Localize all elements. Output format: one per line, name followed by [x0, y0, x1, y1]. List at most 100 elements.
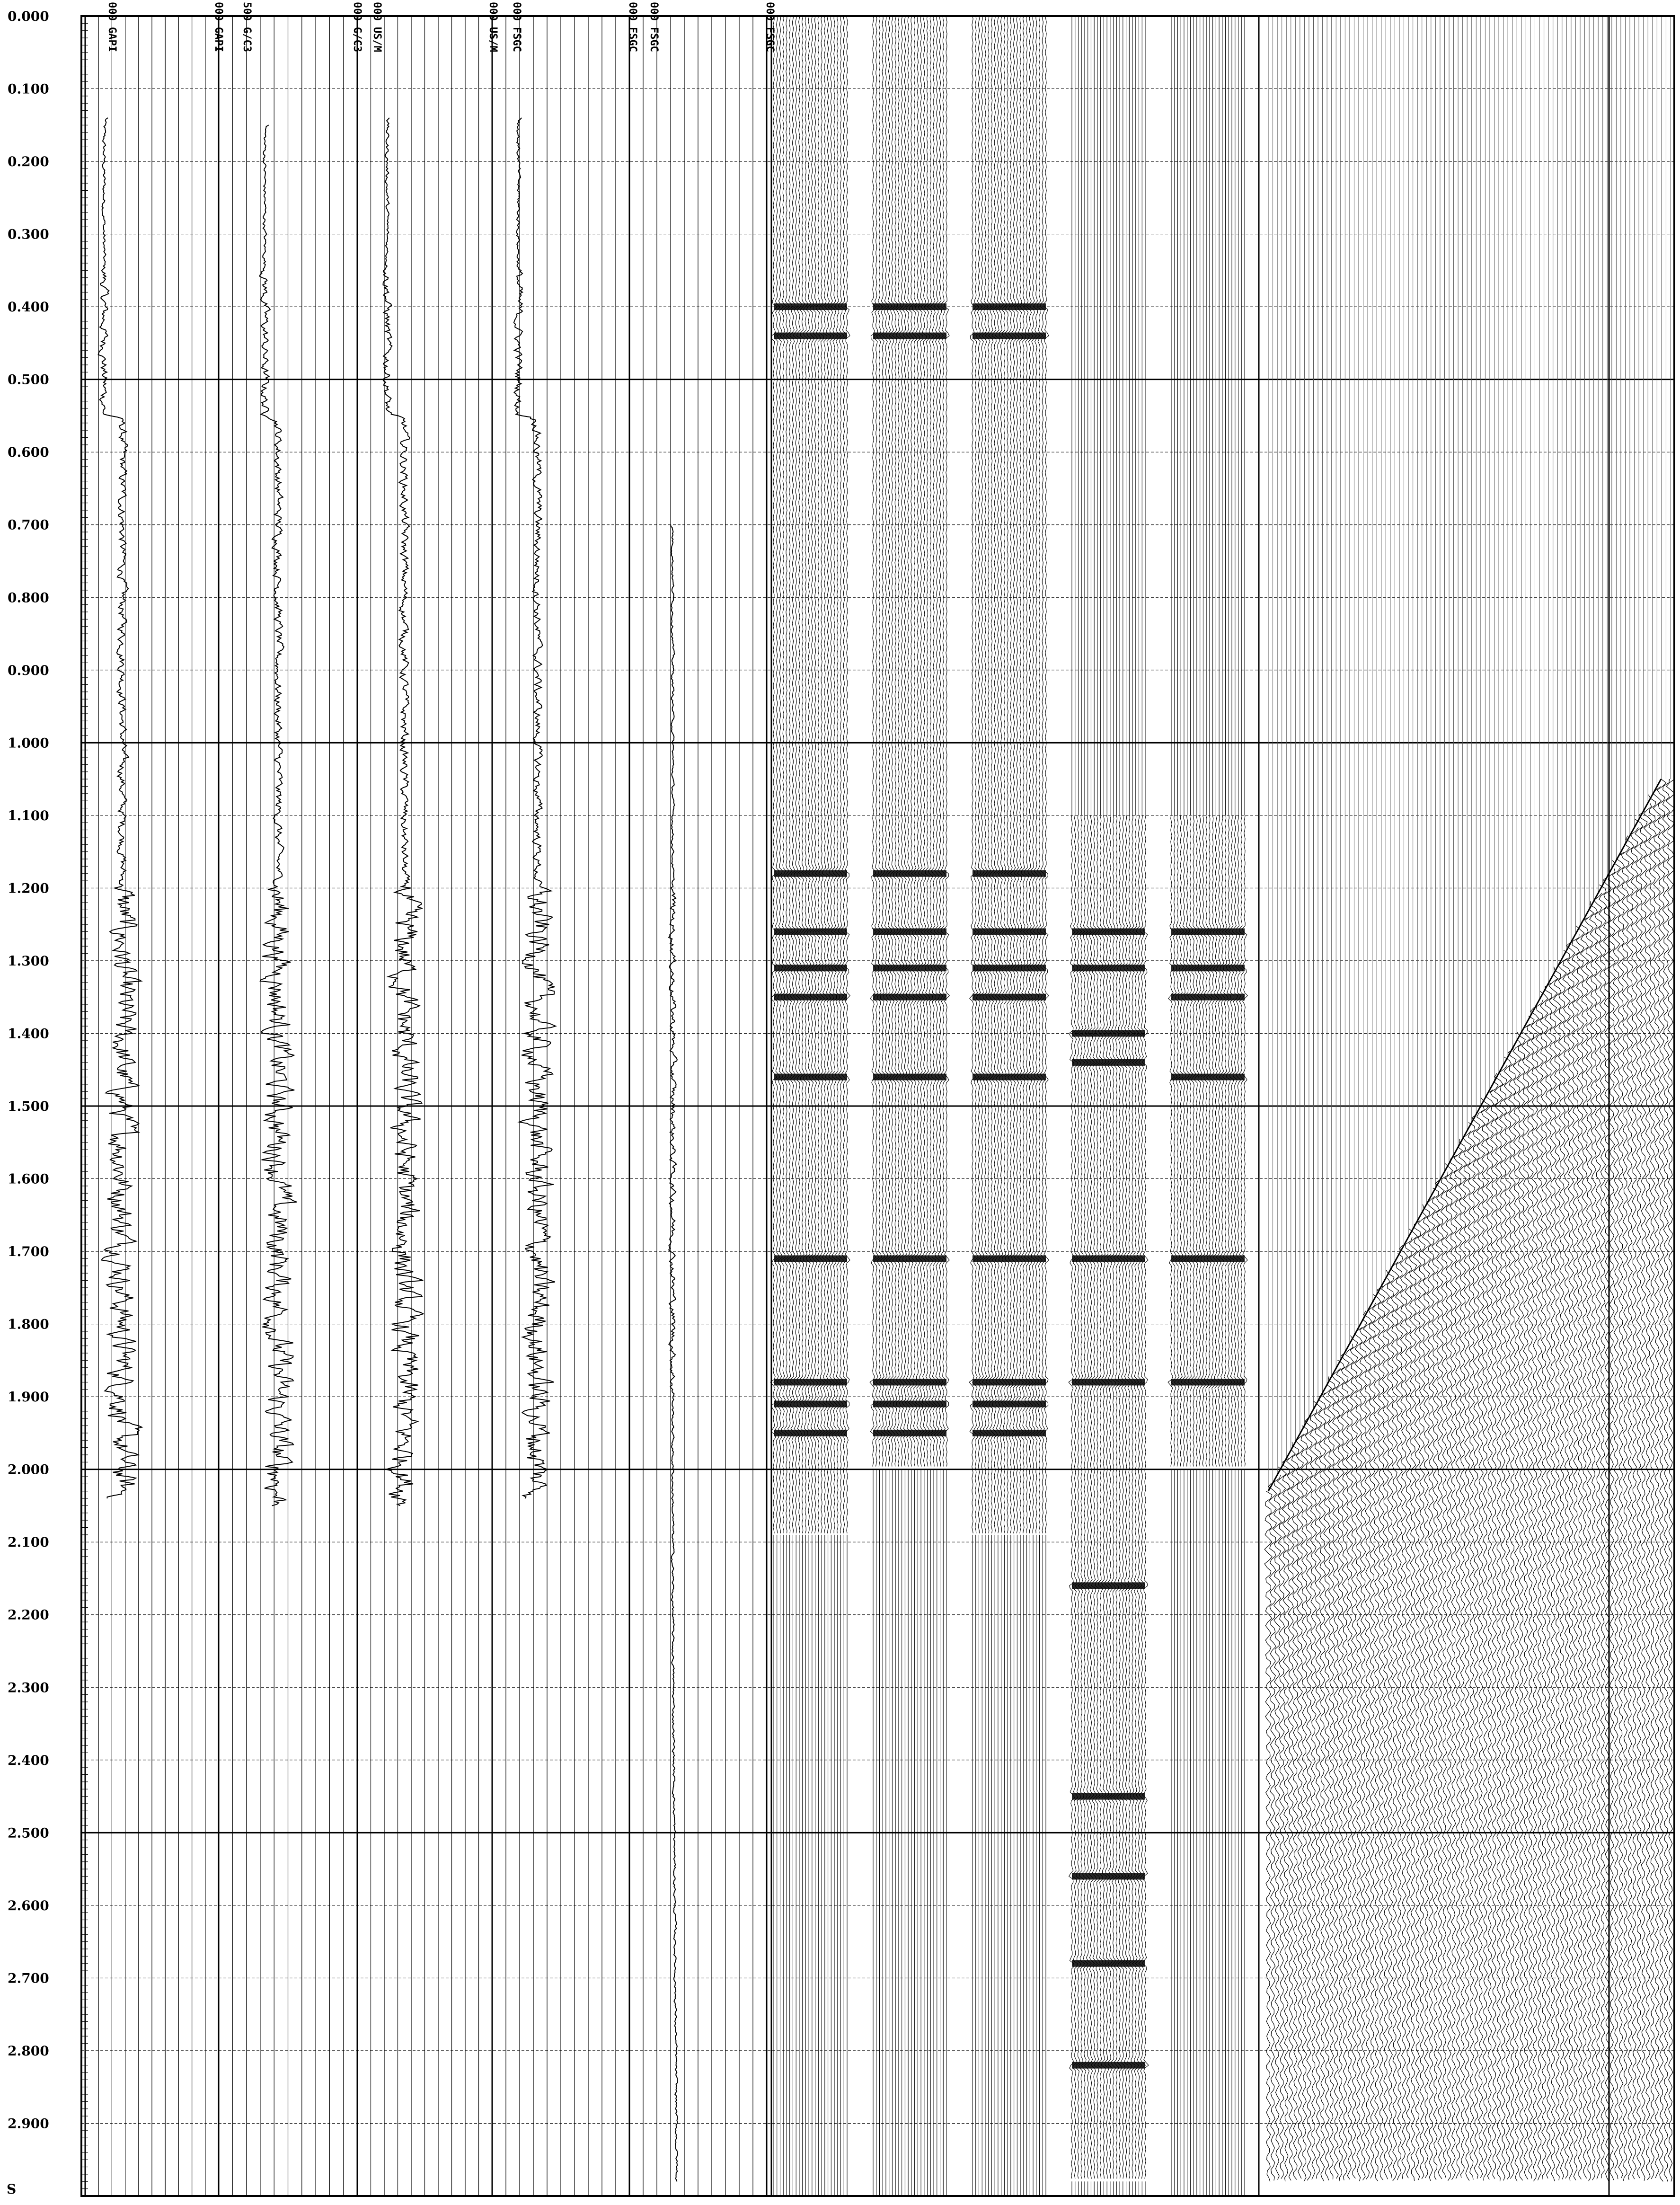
seismic-trace — [933, 16, 941, 1467]
seismic-trace — [1013, 16, 1021, 1533]
seismic-trace — [793, 16, 800, 1533]
vsp-trace — [1309, 1409, 1318, 2180]
seismic-trace — [902, 16, 908, 1467]
vsp-trace — [1422, 1204, 1431, 2178]
seismic-trace — [1225, 815, 1233, 1467]
seismic-event — [873, 1073, 946, 1080]
track-header-scale: 000 — [106, 2, 118, 27]
vsp-trace — [1345, 1343, 1354, 2180]
y-tick-label: 0.700 — [8, 517, 49, 533]
seismic-trace — [840, 16, 848, 1533]
seismic-trace — [1167, 815, 1175, 1467]
seismic-event — [973, 303, 1046, 310]
y-tick-label: 0.300 — [8, 227, 49, 242]
vsp-trace — [1643, 803, 1653, 2180]
vsp-trace — [1490, 1081, 1499, 2179]
seismic-event — [1171, 1255, 1245, 1262]
seismic-event — [873, 1379, 946, 1386]
track-header-4: 000 US/M — [371, 2, 383, 52]
seismic-trace — [1010, 16, 1017, 1533]
seismic-trace — [907, 16, 915, 1467]
seismic-trace — [789, 16, 796, 1533]
seismic-event — [1072, 1793, 1145, 1800]
seismic-trace — [1221, 815, 1229, 1467]
track-header-unit: FSGC — [511, 27, 522, 52]
vsp-trace — [1408, 1229, 1418, 2181]
vsp-trace — [1273, 1474, 1282, 2180]
vsp-trace — [1335, 1360, 1345, 2181]
vsp-trace — [1526, 1016, 1535, 2179]
seismic-trace — [844, 16, 850, 1533]
vsp-trace — [1435, 1179, 1445, 2179]
y-tick-label: 0.400 — [8, 299, 49, 315]
vsp-trace — [1318, 1392, 1327, 2182]
grid — [81, 15, 1674, 2197]
seismic-trace — [1206, 815, 1212, 1467]
vsp-trace — [1598, 884, 1608, 2178]
y-tick-label: 2.900 — [8, 2116, 49, 2131]
seismic-trace — [1036, 16, 1043, 1533]
vsp-trace — [1359, 1319, 1368, 2180]
seismic-trace — [927, 16, 935, 1467]
seismic-event — [774, 1400, 847, 1408]
y-tick-label: 1.700 — [8, 1244, 49, 1259]
seismic-event — [1072, 1379, 1145, 1386]
seismic-event — [873, 1400, 946, 1408]
seismic-trace — [1200, 815, 1206, 1467]
track-header-unit: GAPI — [106, 27, 118, 52]
vsp-trace — [1562, 950, 1571, 2179]
seismic-trace — [984, 16, 992, 1533]
vsp-trace — [1621, 843, 1630, 2181]
seismic-trace — [1106, 815, 1114, 2179]
seismic-event — [973, 1379, 1046, 1386]
seismic-trace — [802, 16, 809, 1533]
seismic-trace — [1194, 815, 1200, 1467]
track-header-scale: 000 — [351, 2, 363, 27]
seismic-trace — [1231, 815, 1238, 1467]
track-header-scale: 000 — [511, 2, 522, 27]
seismic-trace — [796, 16, 803, 1533]
vsp-trace — [1575, 925, 1585, 2179]
plot-frame — [80, 15, 1675, 2197]
seismic-trace — [991, 16, 999, 1533]
seismic-trace — [888, 16, 896, 1467]
seismic-trace — [1101, 815, 1107, 2179]
seismic-trace — [1116, 815, 1123, 2179]
seismic-event — [1072, 1582, 1145, 1589]
seismic-trace — [904, 16, 911, 1467]
track-header-scale: 000 — [648, 2, 660, 27]
vsp-trace — [1630, 827, 1639, 2179]
seismic-event — [973, 870, 1046, 877]
seismic-event — [973, 332, 1046, 339]
y-tick-label: 2.800 — [8, 2043, 49, 2059]
track-header-1: 000 GAPI — [212, 2, 224, 52]
seismic-trace — [988, 16, 995, 1533]
seismic-trace — [1071, 815, 1079, 2179]
vsp-trace — [1341, 1351, 1350, 2180]
track-header-8: 000 FSGC — [648, 2, 660, 52]
seismic-event — [973, 965, 1046, 972]
seismic-trace — [1125, 815, 1133, 2179]
log-curves — [97, 117, 678, 2182]
track-header-scale: 000 — [487, 2, 499, 27]
seismic-event — [774, 1255, 847, 1262]
track-header-unit: G/C3 — [241, 27, 253, 52]
seismic-trace — [1074, 815, 1082, 2179]
seismic-trace — [1110, 815, 1117, 2179]
seismic-event — [1072, 965, 1145, 972]
vsp-trace — [1499, 1065, 1508, 2181]
track-header-scale: 000 — [212, 2, 224, 27]
seismic-trace — [1043, 16, 1049, 1533]
vsp-trace — [1607, 868, 1616, 2180]
vsp-trace — [1305, 1417, 1314, 2181]
vsp-trace — [1395, 1253, 1404, 2180]
seismic-trace — [1001, 16, 1008, 1533]
track-header-3: 000 G/C3 — [351, 2, 363, 52]
seismic-event — [774, 1379, 847, 1386]
track-header-unit: FSGC — [764, 27, 776, 52]
vsp-trace — [1662, 779, 1671, 2182]
y-tick-label: 1.100 — [8, 808, 49, 824]
log-curve-0 — [97, 117, 143, 1499]
y-tick-label: 1.000 — [8, 735, 49, 751]
